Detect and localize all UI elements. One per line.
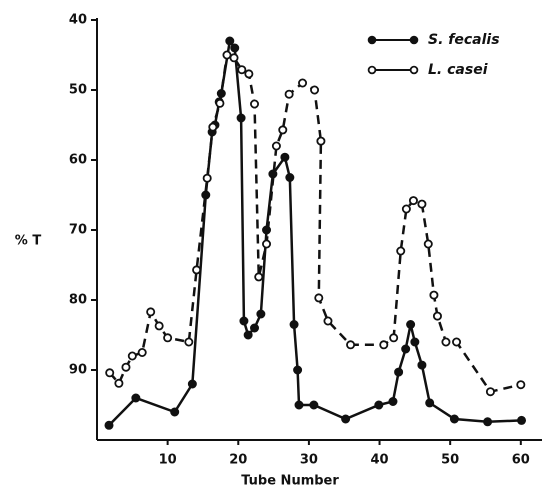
data-point [429, 290, 439, 300]
data-point [408, 196, 418, 206]
data-point [192, 265, 202, 275]
data-point [379, 340, 389, 350]
data-point [285, 172, 295, 182]
data-point [225, 36, 235, 46]
data-point [208, 122, 218, 132]
data-point [298, 78, 308, 88]
data-point [187, 379, 197, 389]
data-point [268, 169, 278, 179]
data-point [244, 69, 254, 79]
data-point [410, 337, 420, 347]
data-point [250, 99, 260, 109]
legend-marker [367, 65, 377, 75]
x-tick-label: 10 [159, 453, 177, 468]
data-point [271, 141, 281, 151]
data-point [516, 380, 526, 390]
data-point [423, 239, 433, 249]
legend-marker [409, 35, 419, 45]
data-point [222, 50, 232, 60]
data-point [374, 400, 384, 410]
data-point [417, 199, 427, 209]
data-point [314, 293, 324, 303]
data-point [406, 319, 416, 329]
data-point [131, 393, 141, 403]
data-point [250, 323, 260, 333]
x-tick-label: 20 [229, 453, 247, 468]
data-point [394, 367, 404, 377]
data-point [425, 398, 435, 408]
x-tick-label: 60 [512, 453, 530, 468]
series-line [108, 37, 522, 427]
data-point [243, 330, 253, 340]
data-point [432, 311, 442, 321]
data-point [104, 420, 114, 430]
data-point [254, 272, 264, 282]
y-tick-label: 70 [69, 223, 87, 238]
data-point [154, 321, 164, 331]
data-point [280, 152, 290, 162]
data-point [170, 407, 180, 417]
data-point [485, 387, 495, 397]
data-point [201, 190, 211, 200]
data-point [105, 368, 115, 378]
data-point [310, 85, 320, 95]
data-point [346, 340, 356, 350]
data-point [401, 204, 411, 214]
data-point [239, 316, 249, 326]
data-point [289, 319, 299, 329]
y-tick-label: 60 [69, 153, 87, 168]
data-point [396, 246, 406, 256]
data-point [256, 309, 266, 319]
legend-label: S. fecalis [428, 32, 500, 48]
data-point [114, 378, 124, 388]
data-point [452, 337, 462, 347]
data-point [163, 333, 173, 343]
data-point [237, 65, 247, 75]
data-point [323, 316, 333, 326]
data-point [401, 344, 411, 354]
data-point [388, 396, 398, 406]
y-tick-label: 90 [69, 363, 87, 378]
data-point [215, 98, 225, 108]
data-point [483, 417, 493, 427]
data-point [449, 414, 459, 424]
x-axis-label: Tube Number [241, 474, 339, 489]
data-point [202, 173, 212, 183]
data-point [184, 337, 194, 347]
data-point [236, 113, 246, 123]
y-tick-label: 80 [69, 293, 87, 308]
legend-label: L. casei [428, 62, 488, 78]
data-point [229, 53, 239, 63]
data-point [441, 337, 451, 347]
x-tick-label: 50 [441, 453, 459, 468]
x-tick-label: 40 [370, 453, 388, 468]
data-point [294, 400, 304, 410]
y-axis-label: % T [15, 234, 42, 249]
data-point [262, 239, 272, 249]
data-point [316, 136, 326, 146]
data-point [284, 89, 294, 99]
data-point [127, 351, 137, 361]
data-point [278, 125, 288, 135]
data-point [417, 360, 427, 370]
data-point [230, 43, 240, 53]
data-point [121, 362, 131, 372]
data-point [146, 307, 156, 317]
legend-marker [367, 35, 377, 45]
data-point [517, 415, 527, 425]
data-point [137, 347, 147, 357]
y-tick-label: 50 [69, 83, 87, 98]
data-point [341, 414, 351, 424]
data-point [293, 365, 303, 375]
data-point [309, 400, 319, 410]
data-point [389, 333, 399, 343]
x-tick-label: 30 [300, 453, 318, 468]
legend-marker [409, 65, 419, 75]
y-tick-label: 40 [69, 13, 87, 28]
